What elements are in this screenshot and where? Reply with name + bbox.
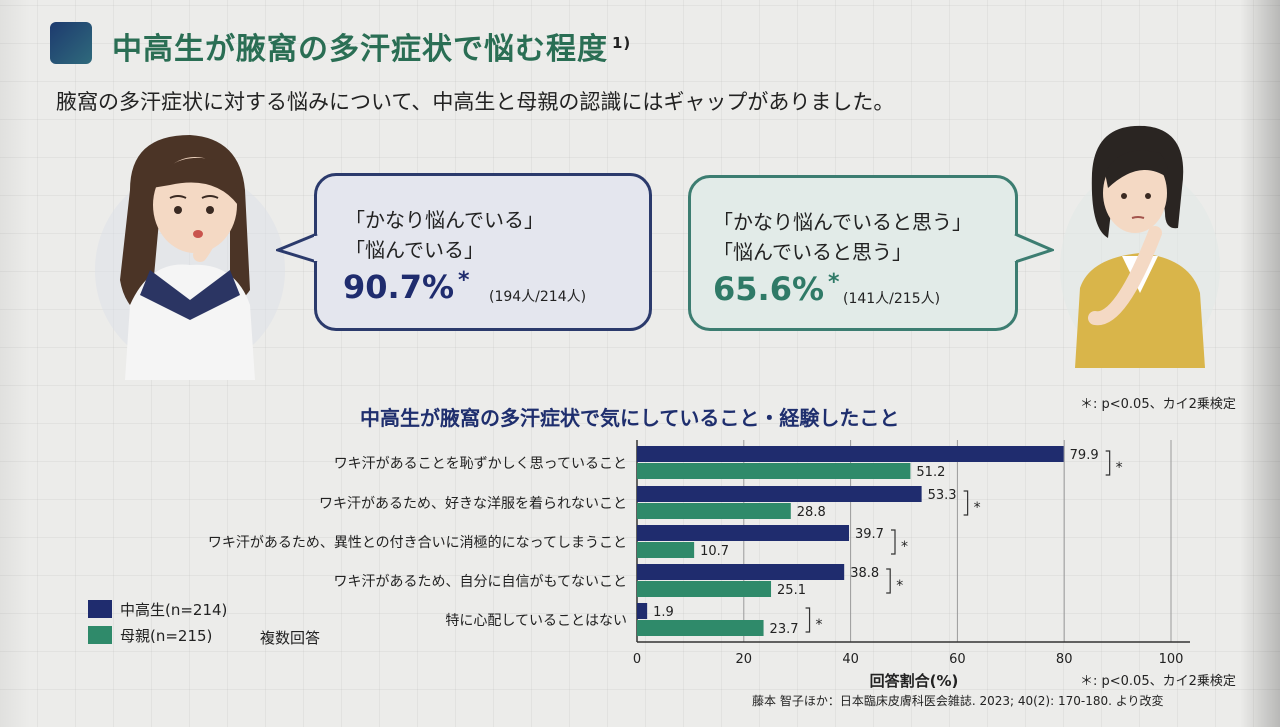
significance-note-bottom: ＊: p<0.05、カイ2乗検定: [1080, 674, 1236, 689]
significance-mark: *: [901, 539, 908, 555]
bar: [637, 463, 911, 479]
source-citation: 藤本 智子ほか：日本臨床皮膚科医会雑誌. 2023; 40(2): 170-18…: [752, 694, 1164, 708]
legend-label-mothers: 母親(n=215): [120, 627, 213, 645]
significance-bracket: [886, 568, 891, 594]
value-label: 1.9: [653, 605, 674, 620]
x-tick-label: 0: [633, 652, 641, 667]
category-label: 特に心配していることはない: [445, 613, 627, 629]
x-axis-label: 回答割合(%): [870, 672, 959, 690]
value-label: 51.2: [916, 465, 945, 480]
category-label: ワキ汗があるため、自分に自信がもてないこと: [334, 574, 627, 590]
mother-speech-bubble: 「かなり悩んでいると思う」 「悩んでいると思う」 65.6% * (141人/21…: [688, 175, 1018, 331]
x-tick-label: 40: [842, 652, 859, 667]
category-label: ワキ汗があることを恥ずかしく思っていること: [334, 456, 627, 472]
mother-bubble-line1: 「かなり悩んでいると思う」: [713, 210, 972, 234]
heading-marker: [50, 22, 92, 64]
value-label: 53.3: [928, 488, 957, 503]
significance-bracket: [805, 607, 811, 633]
student-illustration: [95, 135, 285, 380]
value-label: 38.8: [850, 566, 879, 581]
title-reference: 1): [612, 34, 632, 52]
legend-swatch-students: [88, 600, 112, 618]
value-label: 25.1: [777, 583, 806, 598]
bar: [637, 620, 764, 636]
student-count: (194人/214人): [489, 289, 587, 305]
significance-bracket: [963, 490, 969, 516]
value-label: 39.7: [855, 527, 884, 542]
chart-title: 中高生が腋窩の多汗症状で気にしていること・経験したこと: [360, 406, 900, 430]
value-label: 10.7: [700, 544, 729, 559]
mother-bubble-tail: [1014, 232, 1054, 264]
legend-swatch-mothers: [88, 626, 112, 644]
bar: [637, 542, 695, 558]
category-label: ワキ汗があるため、異性との付き合いに消極的になってしまうこと: [208, 535, 627, 551]
x-tick-label: 20: [736, 652, 753, 667]
value-label: 23.7: [770, 622, 799, 637]
mother-illustration: [1060, 125, 1220, 368]
student-bubble-line1: 「かなり悩んでいる」: [345, 208, 544, 232]
bar: [637, 603, 648, 619]
student-bubble-tail: [276, 232, 318, 264]
bar: [637, 564, 845, 580]
bar: [637, 446, 1064, 462]
significance-mark: *: [1116, 460, 1123, 476]
x-tick-label: 100: [1159, 652, 1184, 667]
bar: [637, 486, 922, 502]
significance-mark: *: [816, 617, 823, 633]
significance-bracket: [890, 529, 896, 555]
significance-bracket: [1105, 450, 1111, 476]
significance-mark: *: [974, 500, 981, 516]
significance-note-top: ＊: p<0.05、カイ2乗検定: [1080, 397, 1236, 412]
value-label: 79.9: [1070, 448, 1099, 463]
bar: [637, 525, 849, 541]
value-label: 28.8: [797, 505, 826, 520]
mother-count: (141人/215人): [843, 291, 941, 307]
mother-bubble-line2: 「悩んでいると思う」: [713, 240, 912, 264]
bar: [637, 503, 791, 519]
legend-label-students: 中高生(n=214): [120, 601, 228, 619]
significance-mark: *: [896, 578, 903, 594]
bar: [637, 581, 772, 597]
x-tick-label: 80: [1056, 652, 1073, 667]
x-tick-label: 60: [949, 652, 966, 667]
legend-multi-answer: 複数回答: [260, 629, 321, 647]
page-title: 中高生が腋窩の多汗症状で悩む程度 1): [112, 32, 632, 67]
mother-percent: 65.6% *: [713, 270, 840, 308]
page-subtitle: 腋窩の多汗症状に対する悩みについて、中高生と母親の認識にはギャップがありました。: [56, 90, 895, 114]
student-speech-bubble: 「かなり悩んでいる」 「悩んでいる」 90.7% * (194人/214人): [314, 173, 652, 331]
student-percent: 90.7% *: [343, 268, 470, 306]
student-bubble-line2: 「悩んでいる」: [345, 238, 484, 262]
category-label: ワキ汗があるため、好きな洋服を着られないこと: [319, 496, 627, 512]
